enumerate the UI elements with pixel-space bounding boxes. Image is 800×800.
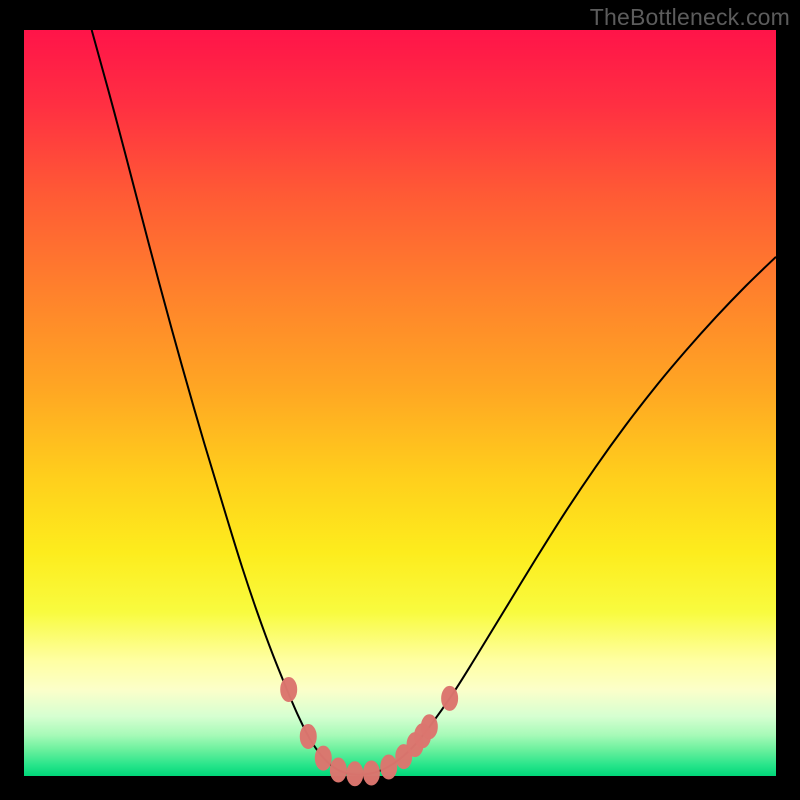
curve-marker — [442, 686, 458, 710]
curve-marker — [281, 677, 297, 701]
curve-marker — [363, 761, 379, 785]
curve-marker — [421, 715, 437, 739]
bottleneck-chart — [0, 0, 800, 800]
curve-marker — [347, 762, 363, 786]
plot-background-gradient — [24, 30, 776, 776]
curve-marker — [315, 746, 331, 770]
watermark-label: TheBottleneck.com — [590, 4, 790, 31]
curve-marker — [330, 758, 346, 782]
curve-marker — [381, 755, 397, 779]
curve-marker — [300, 724, 316, 748]
